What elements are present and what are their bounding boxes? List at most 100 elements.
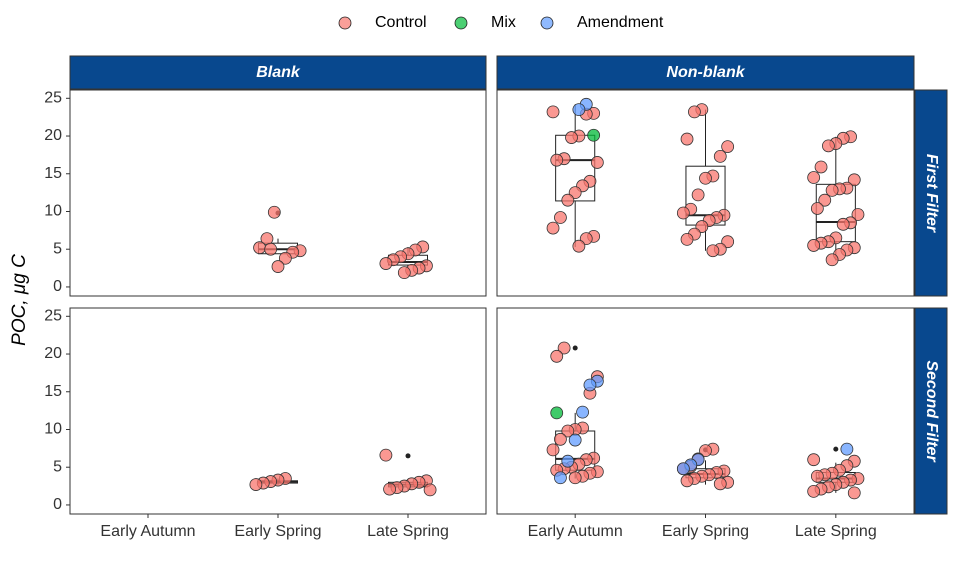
data-point — [546, 221, 560, 235]
data-point — [840, 442, 854, 456]
data-point — [568, 471, 582, 485]
row-strip-label: First Filter — [923, 154, 940, 233]
column-strip-label: Non-blank — [666, 64, 745, 81]
data-point — [680, 474, 694, 488]
x-tick-label: Early Autumn — [528, 523, 623, 540]
legend-label: Control — [375, 14, 427, 31]
data-point — [546, 443, 560, 457]
y-axis-title: POC, μg C — [9, 254, 30, 346]
data-point — [680, 233, 694, 246]
y-tick-label: 20 — [44, 345, 62, 362]
column-strip-label: Blank — [256, 64, 301, 81]
y-tick-label: 0 — [53, 496, 62, 513]
data-point — [557, 341, 571, 355]
data-point — [554, 211, 567, 224]
y-tick-label: 15 — [44, 165, 62, 182]
data-point — [587, 128, 601, 142]
data-point — [568, 433, 582, 447]
row-strip — [914, 89, 948, 297]
data-point — [699, 444, 712, 458]
data-point — [264, 242, 278, 256]
data-point — [680, 132, 694, 146]
data-point — [706, 244, 720, 258]
column-strip — [69, 55, 487, 90]
data-point — [546, 105, 560, 119]
data-point — [253, 241, 266, 255]
y-tick-label: 5 — [53, 240, 62, 257]
data-point — [423, 483, 437, 497]
data-point — [807, 453, 821, 467]
data-point — [554, 471, 567, 485]
data-point — [807, 484, 821, 498]
data-point — [561, 193, 575, 207]
data-point — [583, 378, 597, 392]
data-point — [249, 478, 263, 491]
panel — [496, 89, 915, 297]
outlier — [405, 453, 411, 459]
data-point — [818, 193, 832, 207]
x-tick-label: Early Spring — [234, 523, 321, 540]
data-point — [721, 140, 735, 153]
y-tick-label: 15 — [44, 383, 62, 400]
data-point — [565, 131, 578, 144]
legend-label: Amendment — [577, 14, 664, 31]
data-point — [271, 260, 285, 273]
data-point — [379, 257, 393, 270]
column-strip — [496, 55, 915, 90]
legend-label: Mix — [491, 14, 516, 31]
data-point — [699, 171, 712, 185]
data-point — [572, 239, 586, 253]
y-tick-label: 25 — [44, 90, 62, 107]
row-strip-label: Second Filter — [923, 360, 940, 462]
data-point — [810, 469, 824, 483]
data-point — [851, 208, 865, 221]
x-tick-label: Early Spring — [662, 523, 749, 540]
data-point — [576, 405, 589, 419]
data-point — [676, 206, 690, 220]
data-point — [561, 424, 575, 438]
data-point — [550, 406, 564, 420]
panel — [69, 89, 487, 297]
legend-marker — [540, 16, 554, 30]
y-tick-label: 10 — [44, 421, 62, 438]
data-point — [810, 202, 824, 215]
y-tick-label: 5 — [53, 458, 62, 475]
data-point — [572, 103, 586, 117]
data-point — [822, 139, 835, 153]
outlier — [572, 345, 578, 351]
data-point — [807, 239, 821, 252]
x-tick-label: Early Autumn — [100, 523, 195, 540]
data-point — [814, 160, 828, 174]
legend-marker — [338, 16, 352, 30]
x-tick-label: Late Spring — [795, 523, 877, 540]
x-tick-label: Late Spring — [367, 523, 449, 540]
data-point — [383, 482, 396, 496]
data-point — [836, 217, 850, 231]
data-point — [825, 183, 839, 197]
data-point — [561, 454, 575, 468]
data-point — [807, 171, 821, 184]
data-point — [825, 253, 839, 267]
data-point — [278, 251, 292, 265]
outlier — [833, 446, 839, 452]
y-tick-label: 0 — [53, 278, 62, 295]
data-point — [550, 349, 564, 363]
data-point — [847, 486, 861, 500]
data-point — [267, 205, 281, 219]
data-point — [847, 173, 861, 187]
data-point — [590, 156, 604, 169]
data-point — [688, 105, 701, 119]
data-point — [397, 266, 411, 280]
data-point — [550, 153, 564, 167]
data-point — [691, 188, 705, 202]
y-tick-label: 20 — [44, 127, 62, 144]
data-point — [713, 477, 727, 491]
data-point — [554, 432, 567, 446]
y-tick-label: 25 — [44, 308, 62, 325]
legend-marker — [454, 16, 468, 30]
data-point — [379, 448, 393, 462]
data-point — [676, 462, 690, 476]
y-tick-label: 10 — [44, 203, 62, 220]
row-strip — [914, 307, 948, 515]
